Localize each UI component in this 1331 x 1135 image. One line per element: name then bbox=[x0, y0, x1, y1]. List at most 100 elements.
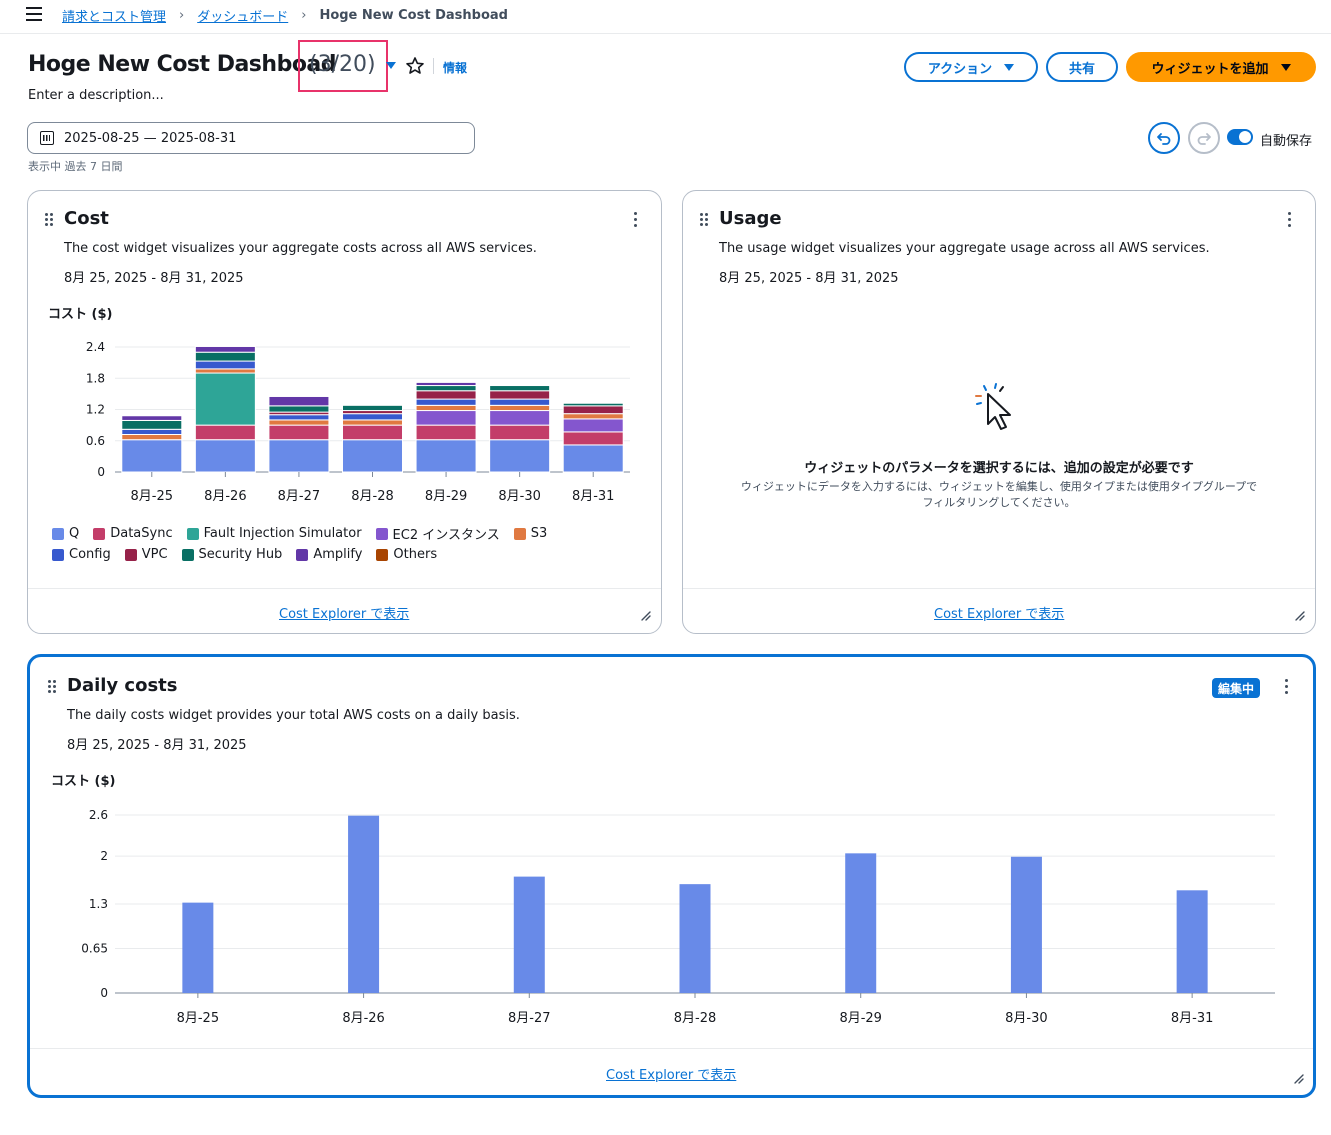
more-vertical-icon[interactable] bbox=[1283, 679, 1289, 695]
resize-handle-icon[interactable] bbox=[1292, 1072, 1304, 1084]
bar-segment[interactable] bbox=[121, 415, 183, 421]
bar-segment[interactable] bbox=[489, 390, 551, 400]
resize-handle-icon[interactable] bbox=[639, 609, 651, 621]
drag-handle-icon[interactable] bbox=[700, 213, 708, 227]
legend-label: Others bbox=[393, 547, 438, 562]
bar-segment[interactable] bbox=[268, 419, 330, 426]
legend-swatch bbox=[124, 548, 137, 561]
bar-segment[interactable] bbox=[342, 404, 403, 412]
bar-segment[interactable] bbox=[415, 385, 477, 392]
bar-segment[interactable] bbox=[562, 413, 624, 420]
daily-bar[interactable] bbox=[1010, 856, 1042, 993]
cost-explorer-link[interactable]: Cost Explorer で表示 bbox=[934, 607, 1065, 622]
bar-segment[interactable] bbox=[342, 419, 403, 426]
cost-explorer-link[interactable]: Cost Explorer で表示 bbox=[279, 607, 410, 622]
daily-bar[interactable] bbox=[348, 815, 380, 993]
bar-segment[interactable] bbox=[121, 428, 183, 435]
resize-handle-icon[interactable] bbox=[1293, 609, 1305, 621]
bar-segment[interactable] bbox=[415, 390, 477, 400]
autosave-toggle[interactable] bbox=[1227, 129, 1253, 145]
bar-segment[interactable] bbox=[194, 360, 256, 370]
bar-segment[interactable] bbox=[489, 385, 551, 392]
bar-segment[interactable] bbox=[194, 424, 256, 441]
legend-item[interactable]: VPC bbox=[124, 547, 168, 562]
caret-down-icon[interactable] bbox=[386, 62, 396, 69]
bar-segment[interactable] bbox=[489, 424, 551, 441]
bar-segment[interactable] bbox=[342, 439, 403, 473]
bar-segment[interactable] bbox=[489, 404, 551, 412]
bar-segment[interactable] bbox=[194, 345, 256, 353]
daily-bar[interactable] bbox=[1176, 890, 1208, 993]
daily-bar[interactable] bbox=[679, 884, 711, 993]
bar-segment[interactable] bbox=[415, 381, 477, 387]
legend-label: VPC bbox=[141, 547, 168, 562]
legend-item[interactable]: Amplify bbox=[296, 547, 362, 562]
breadcrumb-billing[interactable]: 請求とコスト管理 bbox=[62, 10, 167, 25]
bar-segment[interactable] bbox=[342, 424, 403, 441]
date-range-picker[interactable]: 2025-08-25 — 2025-08-31 bbox=[27, 122, 475, 154]
legend-swatch bbox=[52, 527, 64, 540]
actions-button[interactable]: アクション bbox=[904, 52, 1038, 82]
share-button[interactable]: 共有 bbox=[1046, 52, 1118, 82]
daily-bar[interactable] bbox=[513, 876, 545, 993]
legend-item[interactable]: Security Hub bbox=[181, 547, 282, 562]
add-widget-button[interactable]: ウィジェットを追加 bbox=[1126, 52, 1316, 82]
bar-segment[interactable] bbox=[268, 439, 330, 473]
star-icon[interactable] bbox=[405, 56, 425, 76]
legend-item[interactable]: DataSync bbox=[93, 524, 173, 543]
bar-segment[interactable] bbox=[562, 402, 624, 407]
legend-item[interactable]: EC2 インスタンス bbox=[375, 524, 500, 543]
bar-segment[interactable] bbox=[121, 419, 183, 430]
bar-segment[interactable] bbox=[194, 439, 256, 473]
redo-button[interactable] bbox=[1188, 122, 1220, 154]
legend-label: EC2 インスタンス bbox=[392, 528, 500, 543]
y-tick-label: 0.65 bbox=[81, 942, 108, 956]
bar-segment[interactable] bbox=[268, 414, 330, 421]
bar-segment[interactable] bbox=[415, 404, 477, 412]
bar-segment[interactable] bbox=[415, 439, 477, 473]
legend-item[interactable]: Fault Injection Simulator bbox=[186, 524, 362, 543]
legend-item[interactable]: S3 bbox=[513, 524, 547, 543]
legend-item[interactable]: Q bbox=[52, 524, 79, 543]
breadcrumb-dashboards[interactable]: ダッシュボード bbox=[197, 10, 289, 25]
bar-segment[interactable] bbox=[342, 413, 403, 421]
bar-segment[interactable] bbox=[121, 434, 183, 441]
daily-costs-widget-title: Daily costs bbox=[67, 675, 178, 696]
bar-segment[interactable] bbox=[562, 431, 624, 446]
daily-bar[interactable] bbox=[182, 902, 214, 993]
bar-segment[interactable] bbox=[489, 410, 551, 426]
bar-segment[interactable] bbox=[121, 439, 183, 473]
bar-segment[interactable] bbox=[562, 418, 624, 433]
bar-segment[interactable] bbox=[562, 444, 624, 473]
bar-segment[interactable] bbox=[194, 368, 256, 374]
menu-icon[interactable] bbox=[26, 7, 42, 21]
drag-handle-icon[interactable] bbox=[45, 213, 53, 227]
daily-costs-chart: 0 0.65 1.3 2 2.6 8月-25 8月-26 8月-27 8月-28 8月-29 8月-… bbox=[81, 808, 1275, 1026]
drag-handle-icon[interactable] bbox=[48, 680, 56, 694]
x-tick-label: 8月-27 bbox=[278, 489, 321, 504]
info-link[interactable]: 情報 bbox=[443, 61, 468, 75]
cost-explorer-link[interactable]: Cost Explorer で表示 bbox=[606, 1068, 737, 1083]
bar-segment[interactable] bbox=[489, 439, 551, 473]
bar-segment[interactable] bbox=[415, 398, 477, 406]
bar-segment[interactable] bbox=[415, 410, 477, 426]
legend-item[interactable]: Config bbox=[52, 547, 111, 562]
bar-segment[interactable] bbox=[194, 351, 256, 362]
bar-segment[interactable] bbox=[562, 405, 624, 415]
y-tick-label: 2.4 bbox=[86, 340, 105, 354]
legend-item[interactable]: Others bbox=[376, 547, 437, 562]
top-bar: 請求とコスト管理 › ダッシュボード › Hoge New Cost Dashb… bbox=[0, 0, 1331, 34]
undo-button[interactable] bbox=[1148, 122, 1180, 154]
bar-segment[interactable] bbox=[268, 424, 330, 441]
daily-bar[interactable] bbox=[845, 853, 877, 993]
dashboard-description[interactable]: Enter a description... bbox=[28, 88, 164, 103]
legend-swatch bbox=[296, 548, 309, 561]
bar-segment[interactable] bbox=[194, 372, 256, 426]
bar-segment[interactable] bbox=[489, 398, 551, 406]
bar-segment[interactable] bbox=[268, 405, 330, 413]
more-vertical-icon[interactable] bbox=[632, 212, 638, 228]
more-vertical-icon[interactable] bbox=[1286, 212, 1292, 228]
bar-segment[interactable] bbox=[415, 424, 477, 441]
bar-segment[interactable] bbox=[268, 395, 330, 407]
legend-label: Config bbox=[69, 547, 111, 562]
